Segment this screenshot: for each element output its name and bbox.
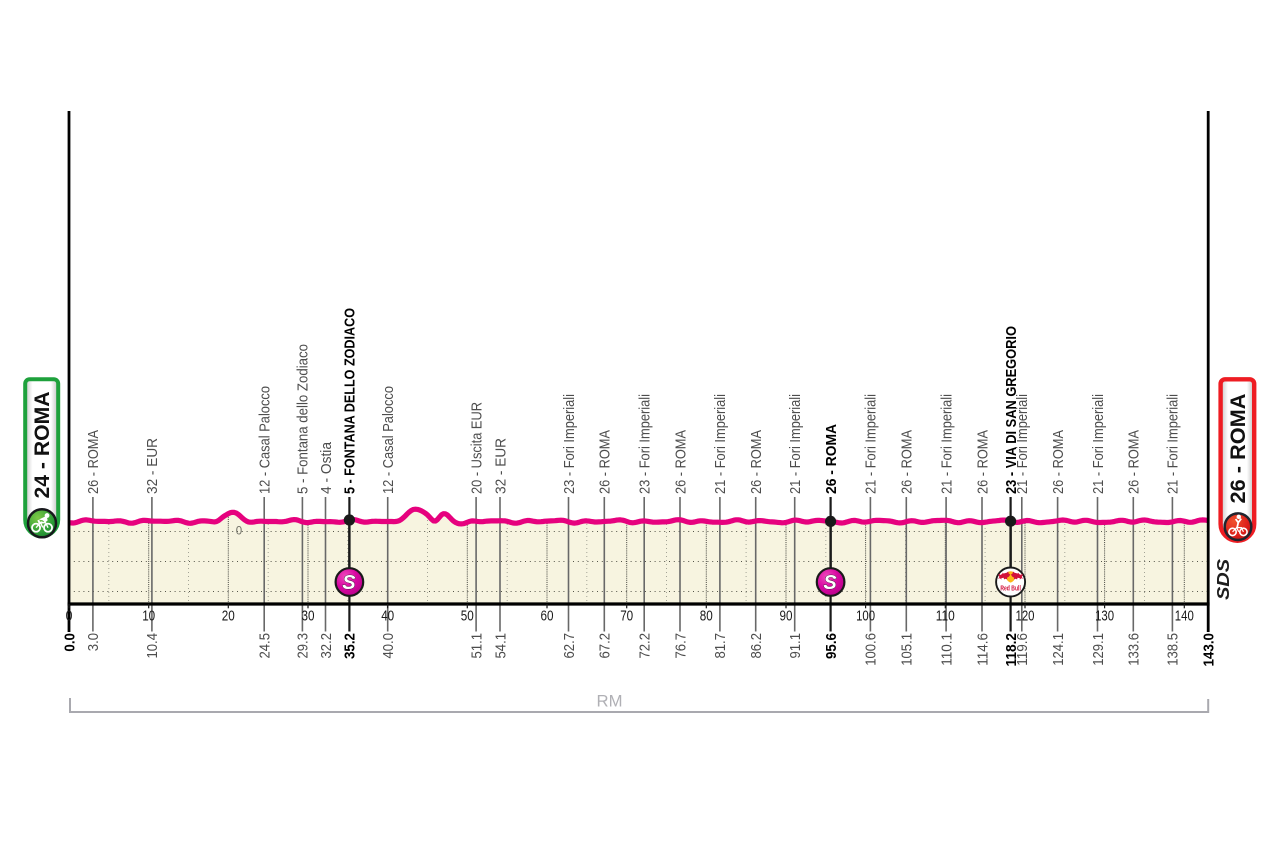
svg-text:76.7: 76.7 xyxy=(672,633,689,659)
svg-text:120: 120 xyxy=(1016,609,1035,625)
svg-text:26 - ROMA: 26 - ROMA xyxy=(823,424,840,494)
svg-text:26 - ROMA: 26 - ROMA xyxy=(1226,394,1250,504)
svg-text:100: 100 xyxy=(856,609,875,625)
svg-text:67.2: 67.2 xyxy=(597,633,614,659)
svg-text:21 - Fori Imperiali: 21 - Fori Imperiali xyxy=(1014,394,1031,494)
svg-text:32 - EUR: 32 - EUR xyxy=(144,438,161,494)
svg-text:24.5: 24.5 xyxy=(256,633,273,659)
svg-text:114.6: 114.6 xyxy=(974,633,991,666)
svg-text:29.3: 29.3 xyxy=(295,633,312,659)
svg-text:23 - Fori Imperiali: 23 - Fori Imperiali xyxy=(636,394,653,494)
svg-text:95.6: 95.6 xyxy=(823,633,840,659)
svg-text:26 - ROMA: 26 - ROMA xyxy=(85,430,102,494)
svg-text:24 - ROMA: 24 - ROMA xyxy=(30,392,54,499)
svg-text:30: 30 xyxy=(302,609,315,625)
svg-text:143.0: 143.0 xyxy=(1200,633,1217,667)
svg-text:0: 0 xyxy=(66,609,73,625)
svg-text:32 - EUR: 32 - EUR xyxy=(492,438,509,494)
svg-text:62.7: 62.7 xyxy=(561,633,578,659)
svg-text:26 - ROMA: 26 - ROMA xyxy=(974,430,991,494)
svg-text:S: S xyxy=(823,572,837,594)
svg-text:SDS: SDS xyxy=(1213,559,1233,600)
svg-text:100.6: 100.6 xyxy=(863,633,880,666)
svg-text:26 - ROMA: 26 - ROMA xyxy=(899,430,916,494)
svg-text:26 - ROMA: 26 - ROMA xyxy=(1050,430,1067,494)
svg-text:5 - Fontana dello Zodiaco: 5 - Fontana dello Zodiaco xyxy=(295,344,312,494)
svg-text:105.1: 105.1 xyxy=(899,633,916,666)
svg-text:124.1: 124.1 xyxy=(1050,633,1067,666)
svg-text:35.2: 35.2 xyxy=(342,633,359,659)
svg-text:21 - Fori Imperiali: 21 - Fori Imperiali xyxy=(1165,394,1182,494)
svg-text:119.6: 119.6 xyxy=(1014,633,1031,666)
svg-text:21 - Fori Imperiali: 21 - Fori Imperiali xyxy=(938,394,955,494)
svg-text:23 - VIA DI SAN GREGORIO: 23 - VIA DI SAN GREGORIO xyxy=(1003,326,1020,494)
svg-text:32.2: 32.2 xyxy=(318,633,335,659)
svg-text:3.0: 3.0 xyxy=(85,633,102,651)
svg-text:26 - ROMA: 26 - ROMA xyxy=(1126,430,1143,494)
svg-text:81.7: 81.7 xyxy=(712,633,729,659)
svg-text:S: S xyxy=(342,572,356,594)
svg-text:26 - ROMA: 26 - ROMA xyxy=(597,430,614,494)
svg-text:RM: RM xyxy=(597,693,623,711)
svg-text:Red Bull: Red Bull xyxy=(1000,583,1021,592)
svg-text:129.1: 129.1 xyxy=(1090,633,1107,666)
svg-text:21 - Fori Imperiali: 21 - Fori Imperiali xyxy=(863,394,880,494)
svg-text:90: 90 xyxy=(780,609,793,625)
svg-text:5 - FONTANA DELLO ZODIACO: 5 - FONTANA DELLO ZODIACO xyxy=(342,308,359,494)
svg-text:50: 50 xyxy=(461,609,474,625)
svg-text:20: 20 xyxy=(222,609,235,625)
svg-text:26 - ROMA: 26 - ROMA xyxy=(748,430,765,494)
svg-text:26 - ROMA: 26 - ROMA xyxy=(672,430,689,494)
svg-text:91.1: 91.1 xyxy=(787,633,804,659)
svg-text:118.2: 118.2 xyxy=(1003,633,1020,667)
svg-text:130: 130 xyxy=(1095,609,1114,625)
svg-text:140: 140 xyxy=(1175,609,1194,625)
svg-text:0.0: 0.0 xyxy=(61,633,78,652)
svg-text:4 - Ostia: 4 - Ostia xyxy=(318,441,335,494)
svg-text:133.6: 133.6 xyxy=(1126,633,1143,666)
svg-text:12 - Casal Palocco: 12 - Casal Palocco xyxy=(256,386,273,494)
svg-text:54.1: 54.1 xyxy=(492,633,509,659)
svg-text:20 - Uscita EUR: 20 - Uscita EUR xyxy=(468,402,485,494)
svg-text:10.4: 10.4 xyxy=(144,633,161,659)
svg-text:70: 70 xyxy=(620,609,633,625)
svg-text:0: 0 xyxy=(236,526,242,538)
svg-text:80: 80 xyxy=(700,609,713,625)
svg-text:40: 40 xyxy=(381,609,394,625)
svg-text:86.2: 86.2 xyxy=(748,633,765,659)
svg-text:21 - Fori Imperiali: 21 - Fori Imperiali xyxy=(712,394,729,494)
svg-text:21 - Fori Imperiali: 21 - Fori Imperiali xyxy=(1090,394,1107,494)
svg-text:110: 110 xyxy=(936,609,955,625)
svg-text:110.1: 110.1 xyxy=(938,633,955,666)
svg-text:40.0: 40.0 xyxy=(380,633,397,659)
svg-text:21 - Fori Imperiali: 21 - Fori Imperiali xyxy=(787,394,804,494)
svg-text:60: 60 xyxy=(541,609,554,625)
svg-text:12 - Casal Palocco: 12 - Casal Palocco xyxy=(380,386,397,494)
svg-text:23 - Fori Imperiali: 23 - Fori Imperiali xyxy=(561,394,578,494)
svg-text:10: 10 xyxy=(142,609,155,625)
svg-text:138.5: 138.5 xyxy=(1165,633,1182,666)
svg-text:72.2: 72.2 xyxy=(636,633,653,659)
svg-text:51.1: 51.1 xyxy=(468,633,485,659)
